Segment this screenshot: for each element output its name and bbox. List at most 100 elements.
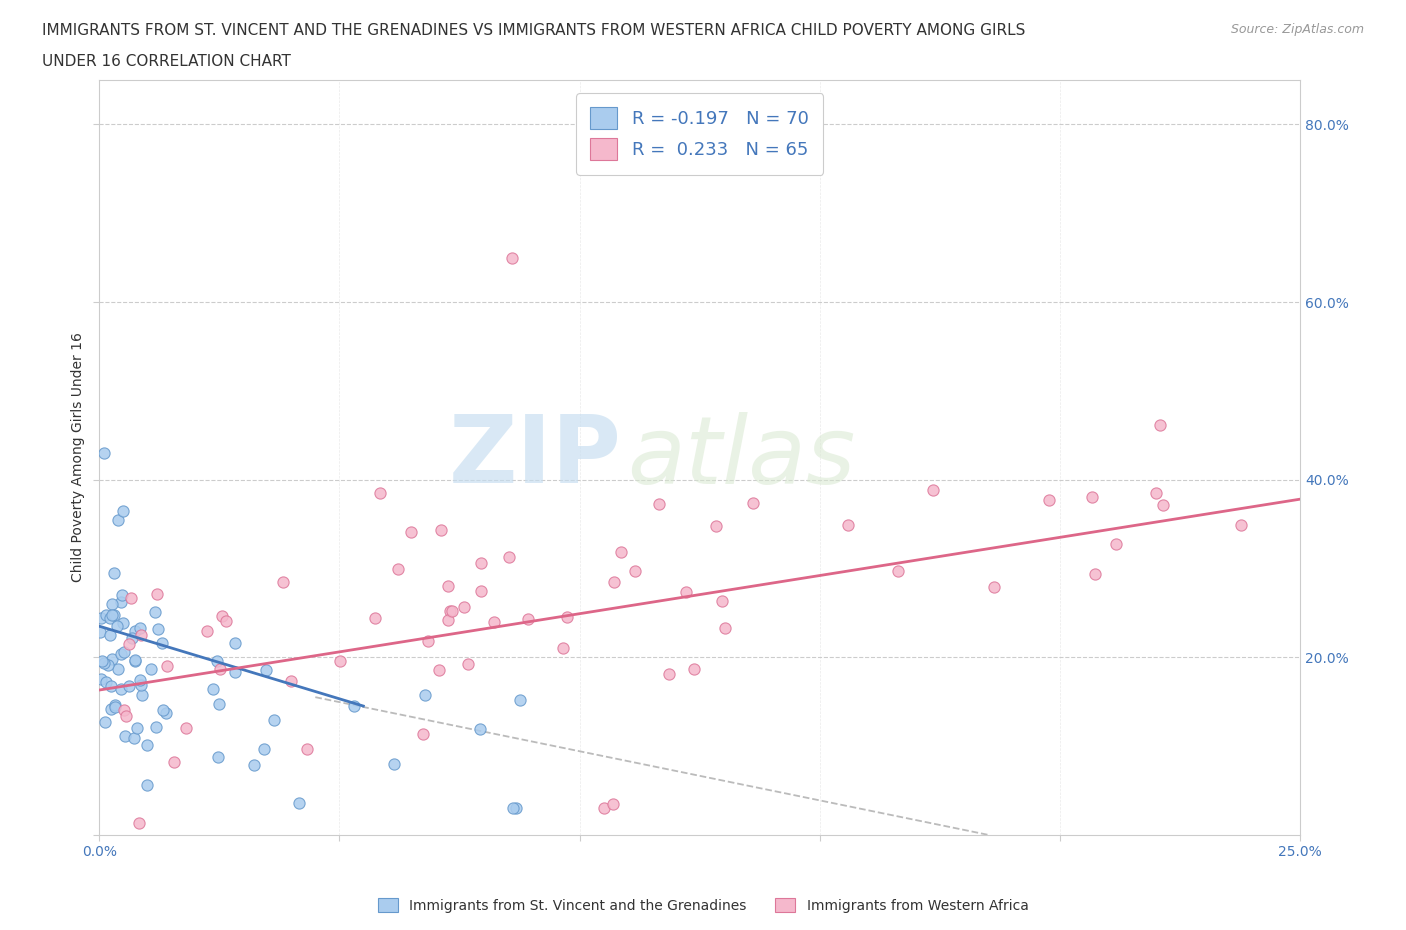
Point bbox=[263, 712, 285, 727]
Point bbox=[368, 486, 391, 501]
Point bbox=[205, 654, 228, 669]
Point bbox=[127, 721, 149, 736]
Point bbox=[110, 595, 132, 610]
Point bbox=[1229, 517, 1251, 532]
Point bbox=[145, 720, 167, 735]
Point bbox=[295, 741, 318, 756]
Point bbox=[1149, 418, 1171, 432]
Point bbox=[602, 796, 624, 811]
Point bbox=[413, 687, 436, 702]
Point bbox=[1152, 498, 1174, 512]
Point bbox=[94, 607, 117, 622]
Point bbox=[412, 726, 434, 741]
Point bbox=[105, 618, 128, 633]
Point bbox=[104, 698, 127, 712]
Point bbox=[384, 757, 406, 772]
Point bbox=[207, 750, 229, 764]
Point bbox=[117, 637, 139, 652]
Point bbox=[146, 587, 169, 602]
Point bbox=[155, 706, 177, 721]
Point bbox=[136, 777, 159, 792]
Point bbox=[91, 653, 114, 668]
Point bbox=[602, 574, 624, 589]
Point bbox=[243, 757, 266, 772]
Point bbox=[143, 604, 166, 619]
Point bbox=[124, 652, 146, 667]
Point bbox=[624, 564, 647, 578]
Point bbox=[887, 564, 910, 578]
Point bbox=[90, 672, 112, 687]
Point bbox=[921, 483, 943, 498]
Point bbox=[416, 633, 439, 648]
Point bbox=[675, 584, 697, 599]
Point bbox=[551, 641, 574, 656]
Text: atlas: atlas bbox=[627, 412, 856, 503]
Point bbox=[97, 658, 120, 672]
Point bbox=[150, 635, 173, 650]
Point bbox=[103, 565, 125, 580]
Point bbox=[470, 584, 492, 599]
Point bbox=[103, 607, 125, 622]
Point bbox=[195, 624, 218, 639]
Point bbox=[209, 662, 232, 677]
Point bbox=[107, 662, 129, 677]
Point bbox=[98, 627, 121, 642]
Point bbox=[100, 678, 122, 693]
Point bbox=[111, 588, 134, 603]
Point bbox=[364, 611, 387, 626]
Point bbox=[122, 731, 145, 746]
Point bbox=[135, 737, 157, 752]
Point bbox=[107, 512, 129, 527]
Point bbox=[983, 579, 1005, 594]
Point bbox=[224, 636, 246, 651]
Point bbox=[710, 593, 733, 608]
Point bbox=[1144, 485, 1167, 500]
Point bbox=[682, 662, 704, 677]
Point bbox=[271, 575, 294, 590]
Point bbox=[89, 625, 111, 640]
Point bbox=[208, 697, 231, 711]
Point bbox=[163, 755, 186, 770]
Point bbox=[470, 555, 492, 570]
Point bbox=[502, 801, 524, 816]
Point bbox=[387, 562, 409, 577]
Point bbox=[98, 610, 121, 625]
Point bbox=[128, 672, 150, 687]
Point bbox=[714, 620, 737, 635]
Point bbox=[124, 623, 146, 638]
Point bbox=[202, 682, 225, 697]
Point bbox=[112, 703, 135, 718]
Legend: R = -0.197   N = 70, R =  0.233   N = 65: R = -0.197 N = 70, R = 0.233 N = 65 bbox=[576, 93, 824, 175]
Point bbox=[648, 497, 671, 512]
Point bbox=[470, 721, 492, 736]
Point bbox=[437, 578, 460, 593]
Point bbox=[121, 631, 143, 645]
Point bbox=[658, 667, 681, 682]
Point bbox=[288, 796, 311, 811]
Point bbox=[104, 700, 127, 715]
Point bbox=[211, 609, 233, 624]
Point bbox=[118, 679, 141, 694]
Legend: Immigrants from St. Vincent and the Grenadines, Immigrants from Western Africa: Immigrants from St. Vincent and the Gren… bbox=[373, 893, 1033, 919]
Point bbox=[124, 654, 146, 669]
Point bbox=[120, 591, 142, 606]
Point bbox=[93, 656, 115, 671]
Point bbox=[131, 688, 153, 703]
Point bbox=[224, 665, 246, 680]
Point bbox=[501, 250, 523, 265]
Point bbox=[609, 544, 631, 559]
Point bbox=[141, 661, 163, 676]
Point bbox=[174, 721, 197, 736]
Y-axis label: Child Poverty Among Girls Under 16: Child Poverty Among Girls Under 16 bbox=[72, 333, 86, 582]
Point bbox=[437, 613, 460, 628]
Point bbox=[592, 801, 614, 816]
Point bbox=[427, 662, 450, 677]
Point bbox=[505, 801, 527, 816]
Point bbox=[430, 522, 453, 537]
Point bbox=[280, 673, 302, 688]
Point bbox=[129, 621, 152, 636]
Point bbox=[114, 729, 136, 744]
Point bbox=[214, 614, 236, 629]
Point bbox=[441, 604, 464, 618]
Point bbox=[100, 607, 122, 622]
